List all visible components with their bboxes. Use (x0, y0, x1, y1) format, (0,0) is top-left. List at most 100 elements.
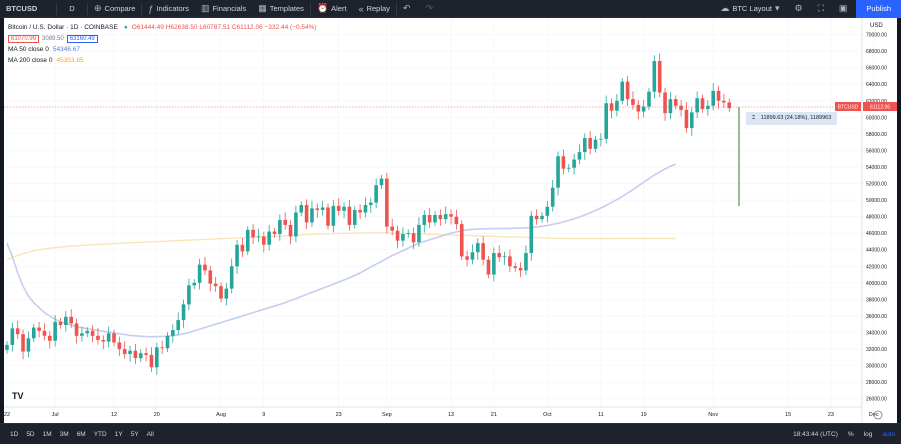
range-5y[interactable]: 5Y (130, 430, 139, 438)
divider (309, 2, 311, 15)
publish-button[interactable]: Publish (856, 0, 901, 18)
y-tick-label: 28000.00 (866, 380, 887, 386)
candle-body (513, 266, 518, 268)
candle-body (550, 187, 555, 207)
candle-body (540, 215, 544, 220)
financials-button[interactable]: ▥ Financials (195, 0, 252, 18)
y-tick-label: 46000.00 (866, 231, 887, 237)
symbol-search[interactable]: BTCUSD (6, 4, 38, 13)
range-6m[interactable]: 6M (76, 430, 86, 438)
candle-body (379, 178, 384, 186)
candle-body (454, 216, 459, 225)
candle-body (37, 327, 41, 331)
undo-button[interactable]: ↶ (397, 0, 420, 18)
y-tick-label: 60000.00 (866, 115, 887, 121)
candle-body (278, 219, 282, 235)
ask-button[interactable]: 63160.49 (66, 34, 98, 43)
candle-body (385, 178, 389, 227)
plus-circle-icon: ⊕ (94, 3, 102, 13)
candle-body (695, 98, 699, 113)
indicators-icon: ƒ (148, 3, 154, 14)
y-tick-label: 48000.00 (866, 215, 887, 221)
candle-body (128, 350, 132, 355)
candle-body (609, 103, 614, 111)
candle-body (69, 316, 73, 324)
bid-button[interactable]: 61070.99 (8, 34, 40, 43)
snapshot-button[interactable]: ▣ (833, 0, 857, 18)
compare-button[interactable]: ⊕ Compare (88, 0, 141, 18)
candle-body (53, 321, 57, 341)
range-all[interactable]: All (146, 430, 154, 438)
last-price-badge (863, 102, 897, 111)
divider (87, 2, 88, 15)
currency-label: USD (870, 23, 883, 29)
range-ytd[interactable]: YTD (93, 430, 107, 438)
log-toggle[interactable]: log (863, 430, 873, 438)
candle-body (502, 256, 507, 258)
spread-value: 3089.50 (42, 35, 64, 42)
candle-body (149, 354, 154, 368)
measure-tooltip: ⌶ 11899.63 (24.18%), 1189963 (746, 112, 838, 125)
layout-button[interactable]: ☁ BTC Layout ▾ (714, 0, 788, 18)
candle-body (497, 253, 501, 258)
x-tick-label: 20 (154, 412, 160, 418)
candle-body (508, 256, 512, 267)
x-tick-label: 12 (111, 412, 117, 418)
candle-body (492, 253, 496, 275)
interval-button[interactable]: D (69, 4, 75, 13)
range-5d[interactable]: 5D (26, 430, 35, 438)
y-tick-label: 64000.00 (866, 82, 887, 88)
candle-body (96, 335, 100, 340)
x-tick-label: 11 (598, 412, 604, 418)
candle-body (10, 328, 15, 345)
price-chart[interactable]: 70000.00 68000.00 66000.00 64000.00 62000.00… (4, 18, 897, 423)
divider (395, 2, 397, 15)
chart-grid (4, 18, 875, 407)
candle-body (395, 230, 400, 241)
candle-body (561, 156, 566, 169)
candle-body (684, 109, 689, 129)
chart-legend: Bitcoin / U.S. Dollar · 1D · COINBASE ● … (8, 22, 317, 66)
auto-toggle[interactable]: auto (882, 430, 895, 438)
templates-button[interactable]: ▦ Templates (252, 0, 310, 18)
y-tick-label: 70000.00 (866, 33, 887, 39)
goto-settings-icon (873, 410, 883, 420)
y-tick-label: 56000.00 (866, 148, 887, 154)
candle-body (320, 207, 325, 211)
candle-body (299, 205, 304, 213)
y-tick-label: 50000.00 (866, 198, 887, 204)
candle-body (652, 61, 657, 92)
status-dot: ● (123, 24, 128, 31)
y-tick-label: 54000.00 (866, 165, 887, 171)
range-3m[interactable]: 3M (59, 430, 69, 438)
candle-body (213, 283, 218, 287)
replay-button[interactable]: « Replay (353, 0, 396, 18)
settings-button[interactable]: ⚙ (788, 0, 811, 18)
candle-body (26, 338, 31, 352)
redo-button[interactable]: ↷ (420, 0, 443, 18)
symbol-title: Bitcoin / U.S. Dollar · 1D · COINBASE (8, 24, 118, 31)
fullscreen-button[interactable]: ⛶ (812, 0, 833, 18)
x-tick-label: Nov (708, 412, 718, 418)
chart-pane[interactable]: 70000.00 68000.00 66000.00 64000.00 62000.00… (4, 18, 897, 423)
candle-body (679, 105, 683, 110)
ohlc-values: O61444.49 H62638.50 L60787.51 C61112.06 … (131, 24, 317, 31)
ma200-label[interactable]: MA 200 close 0 (8, 57, 53, 64)
range-1d[interactable]: 1D (10, 430, 19, 438)
candle-body (716, 90, 721, 101)
candle-body (706, 105, 710, 110)
candle-body (331, 205, 336, 226)
ma50-label[interactable]: MA 50 close 0 (8, 46, 49, 53)
candle-body (245, 229, 250, 252)
candle-body (288, 224, 293, 237)
range-1y[interactable]: 1Y (114, 430, 123, 438)
percent-toggle[interactable]: % (847, 430, 854, 438)
indicators-button[interactable]: ƒ Indicators (142, 0, 195, 18)
clock[interactable]: 18:43:44 (UTC) (793, 430, 838, 438)
alert-button[interactable]: ⏰ Alert (311, 0, 353, 18)
range-1m[interactable]: 1M (42, 430, 52, 438)
camera-icon: ▣ (838, 3, 848, 13)
candle-body (668, 99, 673, 114)
x-tick-label: 22 (4, 412, 10, 418)
candle-body (465, 256, 469, 260)
